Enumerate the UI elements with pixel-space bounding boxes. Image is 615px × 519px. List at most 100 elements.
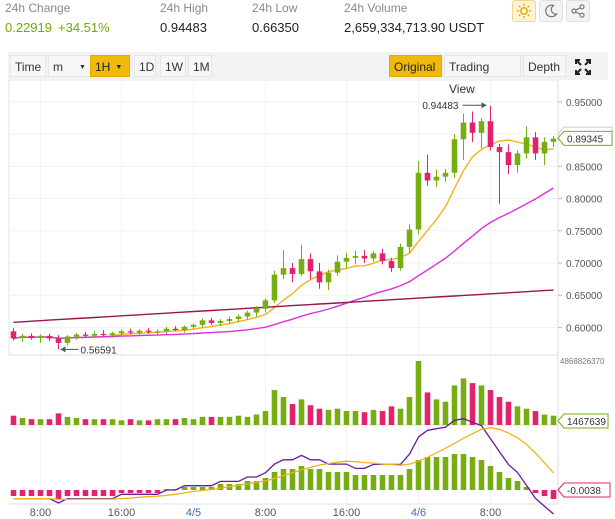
candle (532, 132, 539, 160)
volume-bar (334, 408, 341, 425)
time-axis-label: 8:00 (480, 507, 501, 519)
fullscreen-icon[interactable] (570, 55, 600, 77)
candle-body (55, 338, 62, 343)
candle-body (127, 331, 134, 333)
price-chart-panel[interactable]: 0.950000.900000.850000.800000.750000.700… (0, 80, 615, 519)
stat-label: 24h Low (252, 1, 298, 15)
chart-toolbar: Time m ▼ 1H ▼ 1D 1W 1M Original Trading Vi… (8, 52, 608, 96)
macd-bar (550, 490, 557, 499)
time-axis-label: 16:00 (108, 507, 136, 519)
volume-bar (298, 399, 305, 425)
candle-body (64, 336, 71, 343)
candle-body (217, 321, 224, 323)
candle (55, 335, 62, 350)
candle (352, 250, 359, 265)
candle (280, 250, 287, 280)
tradingview-button[interactable]: Trading View (444, 55, 521, 96)
macd-bar (55, 490, 62, 499)
candle-body (100, 333, 107, 336)
moon-icon[interactable] (539, 0, 563, 22)
candle-body (172, 328, 179, 331)
volume-bar (28, 419, 35, 425)
candle-body (442, 172, 449, 177)
interval-1w-button[interactable]: 1W (160, 55, 186, 77)
volume-bar (307, 405, 314, 425)
macd-bar (271, 472, 278, 490)
stat-label: 24h High (160, 1, 209, 15)
volume-bar (235, 415, 242, 425)
candle (154, 329, 161, 336)
volume-bar (262, 411, 269, 425)
sun-icon[interactable] (512, 0, 536, 22)
candle-body (82, 334, 89, 336)
high-marker-arrowhead (481, 102, 487, 109)
time-axis-label: 16:00 (333, 507, 361, 519)
macd-bar (388, 475, 395, 490)
candle (37, 334, 44, 343)
original-view-button[interactable]: Original (389, 55, 442, 77)
candle (235, 314, 242, 323)
volume-bar (199, 416, 206, 425)
candle-body (397, 246, 404, 269)
time-button[interactable]: Time (10, 55, 46, 77)
candle (424, 154, 431, 186)
volume-bar (217, 416, 224, 425)
macd-dea-line (13, 427, 554, 501)
current-price-tag: 0.89345 (567, 134, 604, 145)
depth-button[interactable]: Depth (523, 55, 566, 77)
macd-bar (208, 487, 215, 490)
candle (460, 113, 467, 160)
stat-value: 0.22919 +34.51% (5, 19, 116, 37)
candle (325, 269, 332, 291)
candle (478, 118, 485, 149)
candle (262, 298, 269, 313)
candle-body (424, 172, 431, 181)
candle-body (73, 334, 80, 337)
macd-bar (199, 487, 206, 490)
volume-bar (73, 418, 80, 425)
macd-bar (532, 490, 539, 493)
macd-bar (190, 487, 197, 490)
price-axis-label: 0.80000 (566, 195, 603, 206)
time-axis-label: 8:00 (255, 507, 276, 519)
volume-bar (226, 416, 233, 425)
price-axis-label: 0.75000 (566, 227, 603, 238)
macd-bar (10, 490, 17, 496)
volume-bar (352, 411, 359, 425)
macd-bar (37, 490, 44, 496)
volume-bar (10, 415, 17, 425)
candle (388, 257, 395, 273)
candle-body (325, 272, 332, 283)
interval-1m-button[interactable]: 1M (188, 55, 212, 77)
candle (10, 328, 17, 341)
macd-bar (298, 466, 305, 490)
minutes-dropdown[interactable]: m ▼ (48, 55, 91, 77)
candle-body (451, 139, 458, 173)
volume-bar (388, 406, 395, 425)
macd-bar (28, 490, 35, 496)
candle (298, 244, 305, 276)
candle-body (361, 255, 368, 259)
candle-body (523, 137, 530, 154)
candle-body (235, 316, 242, 320)
macd-bar (91, 490, 98, 496)
interval-1d-button[interactable]: 1D (134, 55, 156, 77)
candle-body (91, 333, 98, 336)
candle-body (271, 274, 278, 301)
candle (226, 316, 233, 324)
candle-body (199, 320, 206, 325)
share-icon[interactable] (566, 0, 590, 22)
candle-body (226, 319, 233, 321)
price-axis-label: 0.85000 (566, 162, 603, 173)
volume-bar (163, 419, 170, 425)
ma-line-7 (13, 139, 554, 340)
macd-bar (370, 475, 377, 490)
interval-1h-button[interactable]: 1H ▼ (90, 55, 130, 77)
candle (487, 105, 494, 151)
macd-bar (154, 490, 161, 493)
candle-body (334, 261, 341, 273)
stat-24h-low: 24h Low 0.66350 (252, 0, 299, 37)
macd-bar (406, 469, 413, 490)
stat-24h-change: 24h Change 0.22919 +34.51% (5, 0, 116, 37)
candle (172, 326, 179, 332)
